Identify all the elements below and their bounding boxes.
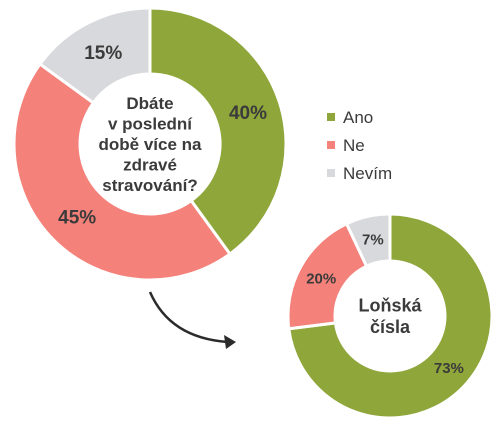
legend-swatch-ne: [327, 141, 335, 149]
slice-label-ne: 20%: [306, 270, 336, 287]
arrow-head-icon: [224, 335, 236, 349]
slice-label-nevím: 15%: [84, 43, 122, 64]
center-label-line: v poslední: [108, 115, 193, 134]
center-label-line: stravování?: [102, 176, 197, 195]
center-label-line: čísla: [370, 317, 411, 337]
legend-label-ne: Ne: [343, 136, 365, 155]
center-label-line: době více na: [99, 135, 203, 154]
arrow-connector: [148, 291, 229, 344]
slice-nevím: [37, 6, 152, 105]
legend: Ano Ne Nevím: [327, 108, 392, 183]
center-label-line: zdravé: [123, 155, 177, 174]
legend-label-nevím: Nevím: [343, 164, 392, 183]
legend-label-ano: Ano: [343, 108, 373, 127]
slice-ne: [12, 61, 233, 282]
slice-ano: [148, 6, 288, 257]
slice-ano: [287, 212, 494, 420]
slice-label-ne: 45%: [58, 207, 96, 228]
center-label-line: Loňská: [358, 296, 422, 316]
legend-swatch-nevím: [327, 169, 335, 177]
slice-label-nevím: 7%: [362, 232, 384, 249]
slice-label-ano: 73%: [434, 360, 464, 377]
slice-label-ano: 40%: [229, 103, 267, 124]
legend-swatch-ano: [327, 113, 335, 121]
center-label-line: Dbáte: [126, 94, 173, 113]
slice-nevím: [344, 212, 392, 269]
